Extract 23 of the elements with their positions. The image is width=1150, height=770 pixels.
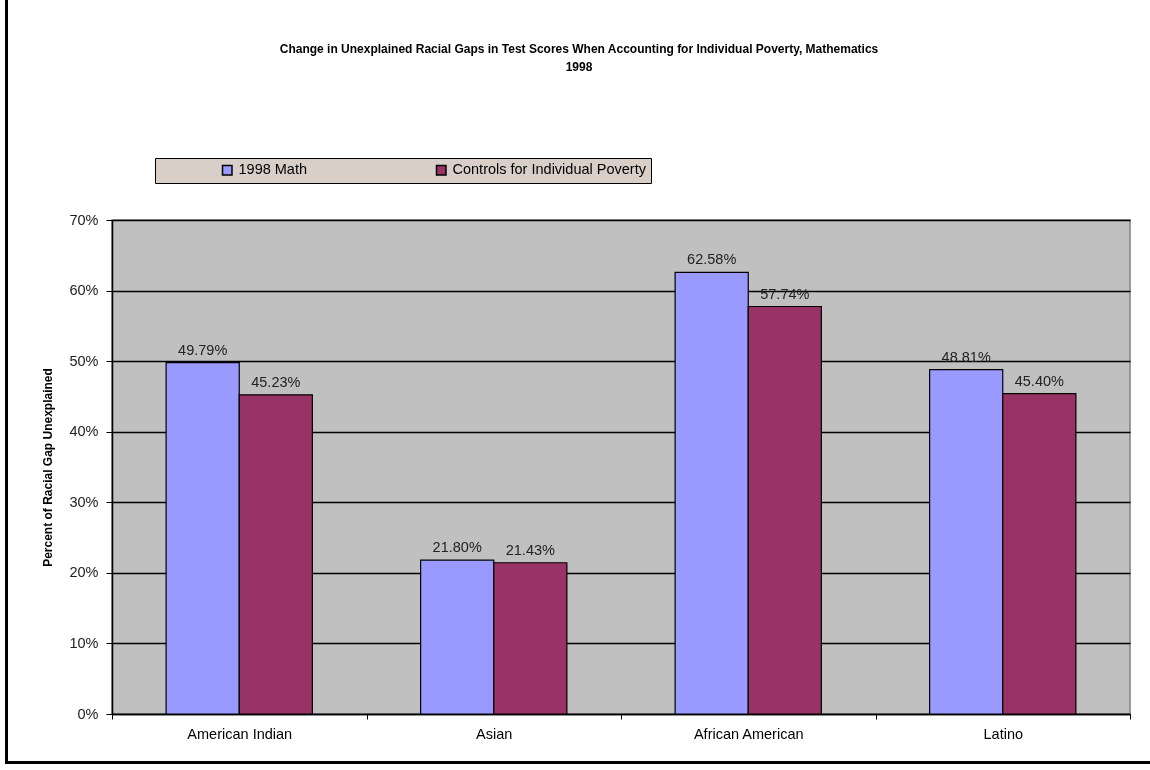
y-tick-label: 30% (69, 493, 99, 510)
legend-label: 1998 Math (238, 161, 308, 178)
y-tick-label: 40% (69, 423, 99, 440)
data-label: 21.80% (432, 539, 482, 556)
data-label: 49.79% (178, 341, 228, 358)
x-tick-label: Latino (983, 725, 1024, 742)
y-tick-label: 60% (69, 282, 99, 299)
data-label: 48.81% (941, 348, 991, 365)
y-tick-label: 0% (77, 705, 99, 722)
x-tick-label: Asian (476, 725, 513, 742)
y-tick-label: 10% (69, 634, 99, 651)
data-label: 21.43% (505, 541, 556, 558)
legend-label: Controls for Individual Poverty (452, 161, 647, 178)
x-tick-label: African American (693, 725, 804, 742)
y-axis-title: Percent of Racial Gap Unexplained (41, 368, 56, 567)
data-label: 45.40% (1014, 372, 1065, 389)
y-tick-label: 20% (69, 564, 99, 581)
data-label: 45.23% (251, 373, 301, 390)
chart-title: Change in Unexplained Racial Gaps in Test Scores When Accounting for Individual Poverty, Mathematics 1998 (279, 41, 879, 74)
x-tick-label: American Indian (187, 725, 293, 742)
y-tick-label: 50% (69, 352, 99, 369)
data-label: 62.58% (687, 251, 737, 268)
y-tick-label: 70% (69, 211, 99, 228)
